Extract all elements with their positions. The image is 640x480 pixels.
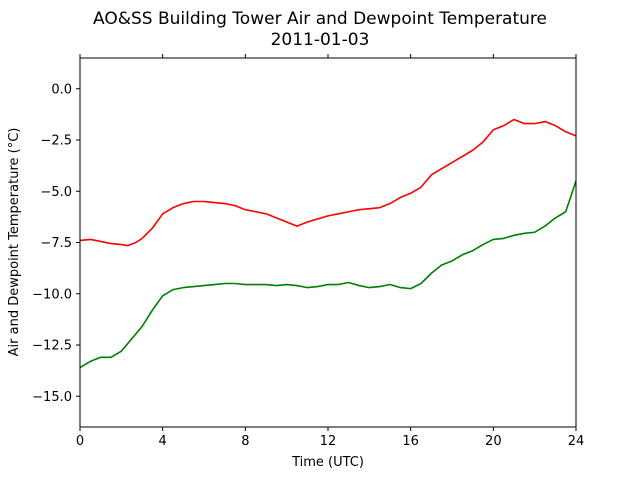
y-tick-label: −2.5	[40, 134, 72, 149]
x-axis-label: Time (UTC)	[291, 455, 364, 470]
chart-title: AO&SS Building Tower Air and Dewpoint Te…	[93, 9, 547, 29]
series-layer	[79, 118, 577, 369]
y-tick-label: −7.5	[40, 236, 72, 251]
chart-subtitle: 2011-01-03	[271, 30, 370, 50]
x-tick-label: 24	[568, 434, 585, 449]
y-tick-label: 0.0	[51, 82, 72, 97]
y-axis: 0.0 −2.5 −5.0 −7.5 −10.0 −12.5 −15.0	[32, 82, 80, 405]
x-tick-label: 8	[241, 434, 249, 449]
series-line-0	[79, 118, 577, 247]
x-tick-label: 4	[159, 434, 167, 449]
x-tick-label: 0	[76, 434, 84, 449]
y-tick-label: −5.0	[40, 185, 72, 200]
series-line-1	[79, 180, 577, 369]
x-axis: 0 4 8 12 16 20 24	[76, 54, 584, 449]
y-tick-label: −10.0	[32, 287, 72, 302]
y-tick-label: −15.0	[32, 390, 72, 405]
y-tick-label: −12.5	[32, 339, 72, 354]
x-tick-label: 16	[402, 434, 419, 449]
x-tick-label: 12	[320, 434, 337, 449]
x-tick-label: 20	[485, 434, 502, 449]
plot-frame	[79, 57, 577, 428]
y-axis-label: Air and Dewpoint Temperature (°C)	[7, 128, 22, 357]
